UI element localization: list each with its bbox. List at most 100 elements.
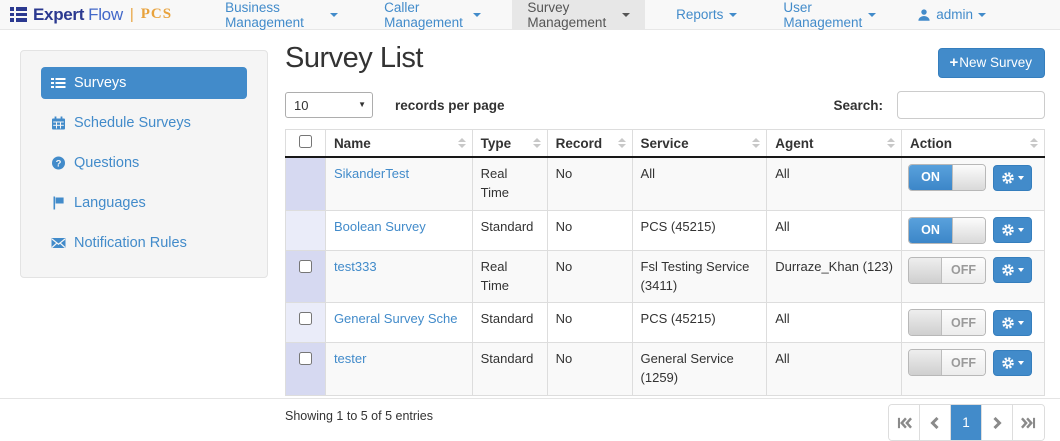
flag-icon xyxy=(53,196,64,210)
survey-actions-button[interactable] xyxy=(993,164,1032,191)
chevron-down-icon xyxy=(1018,320,1024,325)
chevron-down-icon xyxy=(1018,228,1024,233)
pagination-first-button[interactable] xyxy=(889,405,920,441)
column-header-agent[interactable]: Agent xyxy=(766,129,902,158)
survey-name-link[interactable]: SikanderTest xyxy=(333,166,410,181)
column-header-action[interactable]: Action xyxy=(901,129,1045,158)
gear-icon xyxy=(1002,317,1014,329)
question-circle-icon: ? xyxy=(52,156,65,170)
sidebar-item-questions[interactable]: ? Questions xyxy=(41,147,247,179)
select-all-checkbox[interactable] xyxy=(298,135,312,148)
survey-state-toggle[interactable]: OFF xyxy=(908,309,986,337)
list-icon xyxy=(51,78,66,88)
records-per-page-select-wrap: 10 ▼ xyxy=(285,92,373,118)
brand-text-expert: Expert xyxy=(33,4,85,24)
survey-name-link[interactable]: test333 xyxy=(333,258,377,274)
first-page-icon xyxy=(897,417,912,429)
chevron-down-icon xyxy=(1018,175,1024,180)
chevron-down-icon xyxy=(330,12,339,17)
survey-name-link[interactable]: General Survey Sche xyxy=(333,311,458,327)
survey-table: Name Type Record Service Agent Action Si… xyxy=(285,129,1045,397)
user-icon xyxy=(918,8,930,21)
row-checkbox[interactable] xyxy=(298,352,312,366)
toggle-handle[interactable] xyxy=(952,217,985,243)
user-menu-admin[interactable]: admin xyxy=(907,0,996,29)
chevron-down-icon xyxy=(1018,268,1024,273)
type-cell: Standard xyxy=(472,210,548,251)
records-per-page-label: records per page xyxy=(395,97,505,113)
svg-text:?: ? xyxy=(56,158,62,169)
service-cell: PCS (45215) xyxy=(632,210,768,251)
brand-text-pcs: PCS xyxy=(140,6,173,22)
toggle-handle[interactable] xyxy=(909,257,942,283)
sidebar-item-surveys[interactable]: Surveys xyxy=(41,67,247,99)
name-cell: SikanderTest xyxy=(325,157,473,211)
chevron-down-icon xyxy=(729,12,738,17)
toggle-handle[interactable] xyxy=(909,350,942,376)
sidebar-item-schedule-surveys[interactable]: Schedule Surveys xyxy=(41,107,247,139)
row-select-cell xyxy=(285,157,326,211)
sidebar-item-languages[interactable]: Languages xyxy=(41,187,247,219)
pagination-next-button[interactable] xyxy=(982,405,1013,441)
nav-item-survey-management[interactable]: Survey Management xyxy=(512,0,661,30)
column-header-record[interactable]: Record xyxy=(547,129,633,158)
search-input[interactable] xyxy=(897,91,1045,119)
type-cell: Standard xyxy=(472,302,548,344)
survey-actions-button[interactable] xyxy=(993,217,1032,244)
row-select-cell xyxy=(285,210,326,251)
row-select-cell xyxy=(285,342,326,397)
table-row: tester Standard No General Service (1259… xyxy=(285,342,1045,397)
survey-state-toggle[interactable]: OFF xyxy=(908,349,986,377)
name-cell: tester xyxy=(325,342,473,397)
column-header-service[interactable]: Service xyxy=(632,129,768,158)
toggle-on-label: ON xyxy=(909,165,952,190)
page-footer-divider xyxy=(0,398,1060,399)
survey-actions-button[interactable] xyxy=(993,309,1032,336)
pagination: 1 xyxy=(888,404,1045,441)
gear-icon xyxy=(1002,357,1014,369)
survey-actions-button[interactable] xyxy=(993,349,1032,376)
nav-item-reports[interactable]: Reports xyxy=(661,0,768,29)
name-cell: General Survey Sche xyxy=(325,302,473,344)
record-cell: No xyxy=(547,250,633,304)
toggle-on-label: ON xyxy=(909,217,952,243)
toggle-handle[interactable] xyxy=(952,165,985,190)
survey-name-link[interactable]: tester xyxy=(333,351,367,367)
sort-icon xyxy=(457,138,466,148)
action-cell: OFF xyxy=(901,302,1045,344)
survey-state-toggle[interactable]: ON xyxy=(908,164,986,191)
pagination-page-1[interactable]: 1 xyxy=(951,405,982,441)
survey-state-toggle[interactable]: OFF xyxy=(908,256,986,284)
nav-item-user-management[interactable]: User Management xyxy=(768,0,907,30)
survey-state-toggle[interactable]: ON xyxy=(908,216,986,244)
last-page-icon xyxy=(1021,417,1036,429)
toggle-off-label: OFF xyxy=(942,257,985,283)
pagination-prev-button[interactable] xyxy=(920,405,951,441)
service-cell: Fsl Testing Service (3411) xyxy=(632,250,768,304)
nav-item-business-management[interactable]: Business Management xyxy=(210,0,369,30)
table-row: test333 Real Time No Fsl Testing Service… xyxy=(285,250,1045,304)
records-per-page-select[interactable]: 10 xyxy=(285,92,373,118)
row-select-cell xyxy=(285,250,326,304)
table-info: Showing 1 to 5 of 5 entries xyxy=(285,409,434,424)
column-header-type[interactable]: Type xyxy=(472,129,548,158)
row-checkbox[interactable] xyxy=(298,259,312,273)
row-checkbox[interactable] xyxy=(298,312,312,326)
survey-actions-button[interactable] xyxy=(993,257,1032,284)
survey-name-link[interactable]: Boolean Survey xyxy=(333,218,426,234)
sidebar-item-notification-rules[interactable]: Notification Rules xyxy=(41,227,247,259)
new-survey-button[interactable]: + New Survey xyxy=(938,48,1045,78)
nav-item-caller-management[interactable]: Caller Management xyxy=(369,0,512,30)
agent-cell: All xyxy=(766,342,902,397)
toggle-handle[interactable] xyxy=(909,310,942,336)
sort-icon xyxy=(532,138,541,148)
brand-text-flow: Flow xyxy=(88,4,123,24)
sort-icon xyxy=(617,138,626,148)
brand-separator: | xyxy=(129,6,134,23)
pagination-last-button[interactable] xyxy=(1013,405,1044,441)
service-cell: General Service (1259) xyxy=(632,342,768,397)
sort-icon xyxy=(752,138,761,148)
name-cell: Boolean Survey xyxy=(325,210,473,251)
column-header-name[interactable]: Name xyxy=(325,129,473,158)
brand-logo[interactable]: Expert Flow | PCS xyxy=(0,0,182,29)
